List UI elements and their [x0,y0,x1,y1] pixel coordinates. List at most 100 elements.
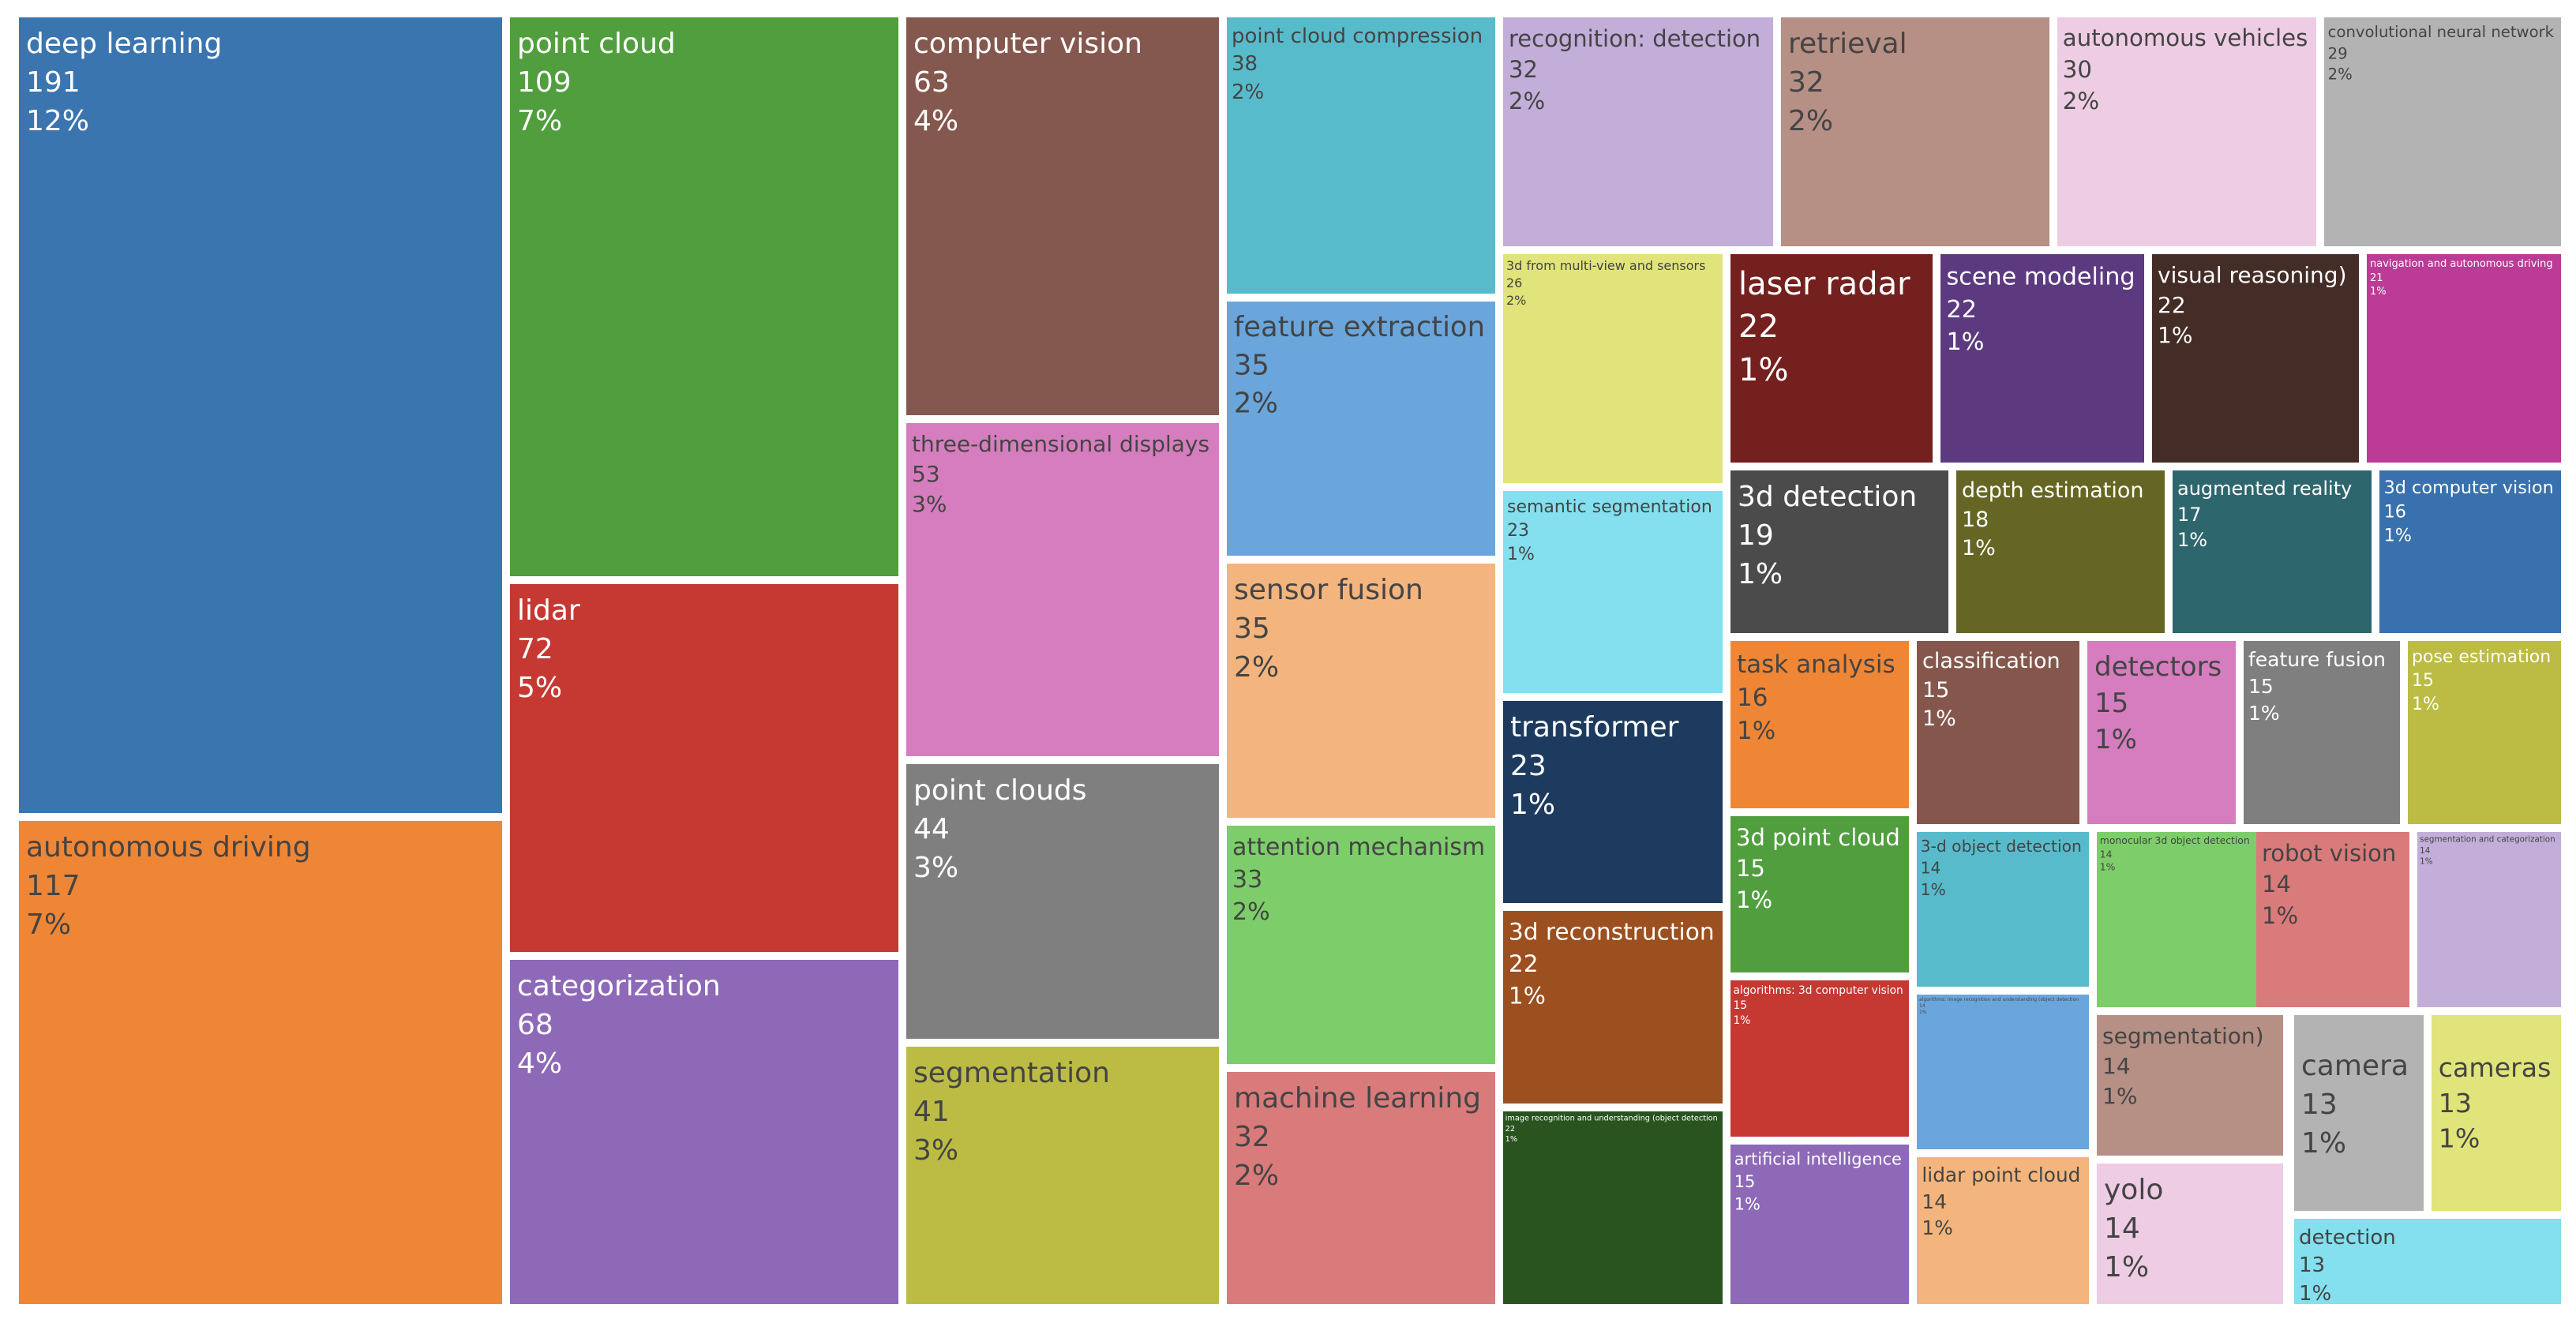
treemap-tile-camera[interactable]: camera 13 1% [2294,1015,2424,1211]
tile-percent: 1% [2420,857,2433,867]
treemap-tile-visual-reasoning[interactable]: visual reasoning) 22 1% [2152,254,2359,463]
treemap-tile-depth-estimation[interactable]: depth estimation 18 1% [1956,470,2165,633]
tile-value: 14 [2420,846,2431,856]
treemap-tile-machine-learning[interactable]: machine learning 32 2% [1227,1072,1495,1304]
treemap-tile-navigation-and-autonomous-driving[interactable]: navigation and autonomous driving 21 1% [2367,254,2561,463]
tile-label: sensor fusion 35 2% [1227,564,1430,695]
tile-label: classification 15 1% [1917,641,2066,740]
treemap-tile-algorithms-3d-computer-vision[interactable]: algorithms: 3d computer vision 15 1% [1730,980,1909,1137]
tile-label: point cloud 109 7% [510,17,683,149]
tile-percent: 12% [26,104,90,137]
treemap-tile-segmentation[interactable]: segmentation) 14 1% [2097,1015,2283,1156]
treemap-tile-convolutional-neural-network[interactable]: convolutional neural network 29 2% [2324,17,2561,246]
tile-label: categorization 68 4% [510,960,728,1092]
treemap-tile-3d-computer-vision[interactable]: 3d computer vision 16 1% [2379,470,2561,633]
tile-percent: 1% [2099,862,2116,874]
tile-label: depth estimation 18 1% [1956,470,2150,570]
treemap-tile-segmentation-and-categorization[interactable]: segmentation and categorization 14 1% [2417,832,2561,1007]
treemap-tile-3d-reconstruction[interactable]: 3d reconstruction 22 1% [1503,911,1723,1104]
tile-value: 29 [2327,44,2348,62]
tile-value: 191 [26,66,81,99]
tile-value: 14 [1920,859,1941,878]
tile-label: pose estimation 15 1% [2408,641,2555,721]
tile-value: 26 [1506,275,1523,290]
tile-percent: 1% [2370,286,2387,298]
treemap-tile-sensor-fusion[interactable]: sensor fusion 35 2% [1227,564,1495,818]
tile-percent: 1% [1733,1013,1751,1027]
tile-name: point clouds [913,774,1087,807]
treemap-tile-3d-detection[interactable]: 3d detection 19 1% [1730,470,1948,633]
tile-value: 22 [1946,294,1977,324]
tile-name: recognition: detection [1509,25,1761,52]
treemap-tile-task-analysis[interactable]: task analysis 16 1% [1730,641,1909,808]
treemap-tile-yolo[interactable]: yolo 14 1% [2097,1163,2283,1304]
tile-percent: 1% [2299,1281,2332,1304]
treemap-tile-lidar-point-cloud[interactable]: lidar point cloud 14 1% [1917,1157,2089,1304]
treemap-tile-robot-vision[interactable]: robot vision 14 1% [2256,832,2409,1007]
tile-label: point cloud compression 38 2% [1227,17,1487,112]
tile-value: 109 [517,66,572,99]
treemap-tile-artificial-intelligence[interactable]: artificial intelligence 15 1% [1730,1145,1909,1304]
tile-percent: 1% [2412,694,2439,714]
tile-name: depth estimation [1962,478,2144,503]
treemap-tile-three-dimensional-displays[interactable]: three-dimensional displays 53 3% [906,423,1219,756]
tile-percent: 7% [26,908,72,941]
tile-label: 3d detection 19 1% [1730,470,1924,602]
treemap-tile-point-cloud-compression[interactable]: point cloud compression 38 2% [1227,17,1495,294]
tile-name: classification [1922,649,2060,673]
treemap-tile-image-recognition-and-understanding-object-detection[interactable]: image recognition and understanding (obj… [1503,1111,1723,1304]
tile-percent: 3% [913,1134,959,1167]
treemap-tile-autonomous-vehicles[interactable]: autonomous vehicles 30 2% [2057,17,2316,246]
treemap-tile-retrieval[interactable]: retrieval 32 2% [1781,17,2049,246]
treemap-tile-recognition-detection[interactable]: recognition: detection 32 2% [1503,17,1773,246]
tile-label: 3d point cloud 15 1% [1730,816,1906,922]
tile-value: 15 [1736,855,1765,882]
treemap-tile-categorization[interactable]: categorization 68 4% [510,960,898,1304]
treemap-tile-segmentation[interactable]: segmentation 41 3% [906,1047,1219,1304]
tile-name: point cloud [517,28,676,60]
treemap-tile-point-clouds[interactable]: point clouds 44 3% [906,764,1219,1039]
treemap-tile-autonomous-driving[interactable]: autonomous driving 117 7% [19,821,502,1304]
treemap-tile-algorithms-image-recognition-and-understanding-object-detection[interactable]: algorithms: image recognition and unders… [1917,995,2089,1149]
tile-percent: 1% [1507,544,1535,564]
tile-percent: 1% [2383,525,2412,546]
treemap-tile-3d-point-cloud[interactable]: 3d point cloud 15 1% [1730,816,1909,972]
treemap-tile-feature-extraction[interactable]: feature extraction 35 2% [1227,302,1495,556]
tile-value: 32 [1788,66,1824,99]
treemap-tile-scene-modeling[interactable]: scene modeling 22 1% [1940,254,2144,463]
treemap-tile-detection[interactable]: detection 13 1% [2294,1219,2561,1304]
tile-name: categorization [517,970,721,1002]
treemap-tile-point-cloud[interactable]: point cloud 109 7% [510,17,898,576]
treemap-tile-attention-mechanism[interactable]: attention mechanism 33 2% [1227,826,1495,1064]
tile-value: 32 [1234,1120,1270,1153]
tile-name: yolo [2104,1174,2164,1206]
treemap-tile-cameras[interactable]: cameras 13 1% [2432,1015,2561,1211]
tile-value: 15 [2094,688,2129,720]
tile-percent: 2% [1506,292,1527,308]
treemap-tile-classification[interactable]: classification 15 1% [1917,641,2079,824]
tile-name: 3d reconstruction [1508,918,1715,946]
tile-name: monocular 3d object detection [2099,835,2250,848]
tile-name: 3d from multi-view and sensors [1506,258,1706,273]
tile-value: 35 [1233,349,1269,382]
treemap-tile-feature-fusion[interactable]: feature fusion 15 1% [2244,641,2400,824]
tile-percent: 5% [517,671,563,704]
tile-percent: 1% [1920,881,1946,900]
treemap-tile-pose-estimation[interactable]: pose estimation 15 1% [2408,641,2561,824]
treemap-tile-deep-learning[interactable]: deep learning 191 12% [19,17,502,813]
tile-name: attention mechanism [1232,834,1486,861]
tile-name: algorithms: image recognition and unders… [1919,997,2079,1002]
tile-label: algorithms: image recognition and unders… [1917,995,2081,1018]
treemap-tile-detectors[interactable]: detectors 15 1% [2087,641,2236,824]
treemap-tile-semantic-segmentation[interactable]: semantic segmentation 23 1% [1503,491,1723,693]
treemap-tile-transformer[interactable]: transformer 23 1% [1503,701,1723,903]
tile-value: 16 [2383,500,2406,522]
treemap-tile-3-d-object-detection[interactable]: 3-d object detection 14 1% [1917,832,2089,987]
treemap-tile-laser-radar[interactable]: laser radar 22 1% [1730,254,1933,463]
treemap-tile-computer-vision[interactable]: computer vision 63 4% [906,17,1219,415]
treemap-tile-augmented-reality[interactable]: augmented reality 17 1% [2173,470,2372,633]
treemap-tile-lidar[interactable]: lidar 72 5% [510,584,898,952]
tile-percent: 1% [1508,982,1546,1010]
treemap-tile-monocular-3d-object-detection[interactable]: monocular 3d object detection 14 1% [2097,832,2256,1007]
treemap-tile-3d-from-multi-view-and-sensors[interactable]: 3d from multi-view and sensors 26 2% [1503,254,1723,483]
